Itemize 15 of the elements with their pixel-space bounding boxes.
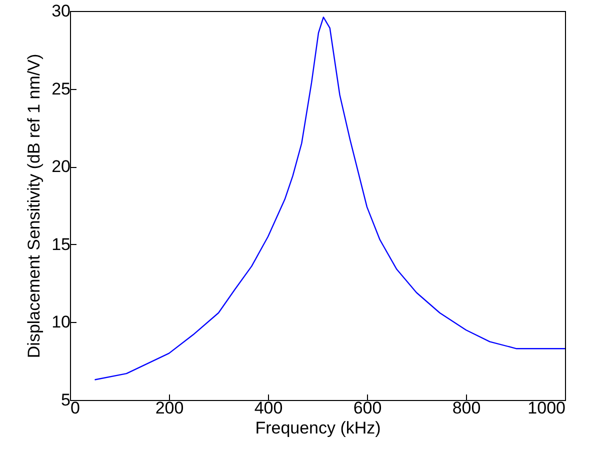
line-series	[94, 16, 566, 380]
x-tick-label: 0	[70, 398, 80, 418]
x-axis-title: Frequency (kHz)	[255, 418, 381, 438]
y-tick-label: 15	[52, 234, 70, 254]
y-tick-label: 25	[52, 79, 70, 98]
x-tick-label: 200	[155, 398, 184, 418]
y-tick-label: 20	[52, 157, 70, 176]
y-tick-label: 10	[52, 312, 70, 332]
x-tick-label: 400	[254, 398, 283, 418]
x-tick-label: 800	[452, 398, 481, 418]
y-tick-label: 30	[52, 2, 70, 20]
x-tick-label: 1000	[528, 398, 566, 418]
x-tick-label: 600	[353, 398, 382, 418]
y-tick-label: 5	[61, 390, 70, 410]
y-axis-title: Displacement Sensitivity (dB ref 1 nm/V)	[24, 54, 44, 358]
